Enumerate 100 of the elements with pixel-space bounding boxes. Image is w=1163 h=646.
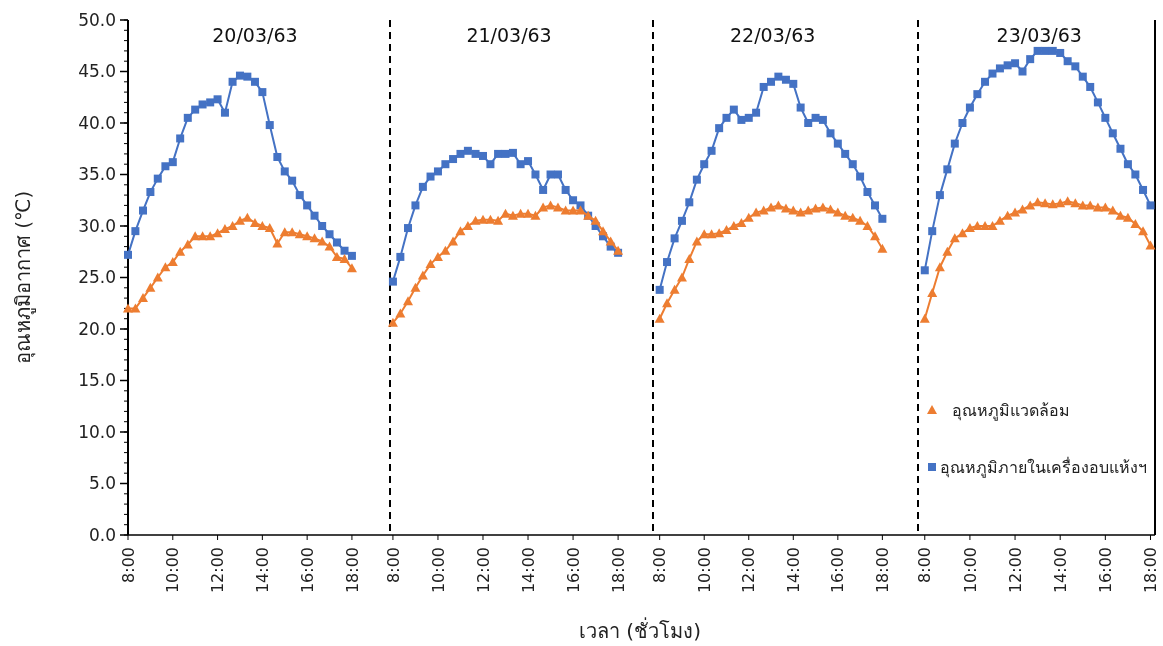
point <box>655 285 664 294</box>
point <box>965 103 974 112</box>
point <box>721 225 732 235</box>
point <box>1086 82 1095 91</box>
point <box>1017 204 1028 214</box>
point <box>670 234 679 243</box>
point <box>987 221 998 230</box>
point <box>847 212 858 222</box>
point <box>928 227 937 236</box>
point <box>795 207 806 217</box>
point <box>471 149 480 158</box>
point <box>935 191 944 200</box>
point <box>146 188 155 197</box>
x-tick-label: 12:00 <box>208 547 228 594</box>
point <box>294 229 305 239</box>
point <box>220 108 229 117</box>
point <box>531 170 540 179</box>
y-tick-label: 40.0 <box>78 112 116 133</box>
point <box>426 172 435 181</box>
point <box>1146 201 1155 210</box>
point <box>870 231 881 241</box>
y-tick-label: 50.0 <box>78 9 116 30</box>
x-tick-label: 16:00 <box>297 547 317 594</box>
chart-title: 22/03/63 <box>730 24 816 46</box>
point <box>310 211 319 220</box>
point <box>832 207 843 217</box>
point <box>1070 198 1081 208</box>
point <box>205 231 216 241</box>
point <box>825 204 836 214</box>
point <box>950 139 959 148</box>
point <box>493 215 504 225</box>
point <box>700 160 709 169</box>
point <box>691 236 702 246</box>
point <box>123 303 133 313</box>
point <box>878 214 887 223</box>
point <box>804 119 813 127</box>
point <box>410 282 421 292</box>
x-tick-label: 14:00 <box>1050 547 1070 594</box>
point <box>508 148 517 157</box>
point <box>1062 196 1073 206</box>
point <box>663 258 672 267</box>
point <box>160 262 171 272</box>
point <box>212 228 223 238</box>
point <box>1139 185 1148 194</box>
point <box>287 227 298 237</box>
point <box>981 77 990 86</box>
point <box>743 212 754 222</box>
point <box>569 196 578 205</box>
point <box>183 113 192 122</box>
point <box>848 160 857 169</box>
point <box>411 201 420 210</box>
point <box>774 72 783 81</box>
point <box>153 174 162 183</box>
point <box>605 236 616 246</box>
point <box>707 146 716 155</box>
point <box>227 221 238 230</box>
point <box>995 64 1004 73</box>
point <box>598 226 609 236</box>
legend-label: อุณหภูมิภายในเครื่องอบแห้งฯ <box>940 455 1147 478</box>
point <box>1041 46 1050 55</box>
point <box>714 228 725 238</box>
point <box>1048 46 1057 55</box>
point <box>433 167 442 176</box>
point <box>575 205 586 215</box>
point <box>699 229 710 239</box>
point <box>139 206 147 215</box>
point <box>265 121 274 130</box>
point <box>934 262 945 272</box>
point <box>871 201 880 210</box>
point <box>545 200 556 210</box>
point <box>331 251 342 261</box>
point <box>417 270 428 280</box>
point <box>441 160 450 169</box>
point <box>478 214 488 224</box>
point <box>685 198 694 207</box>
point <box>561 185 570 194</box>
x-tick-label: 16:00 <box>828 547 848 594</box>
x-tick-label: 16:00 <box>563 547 583 594</box>
point <box>767 77 776 86</box>
point <box>258 88 267 97</box>
point <box>1063 57 1072 66</box>
point <box>920 266 929 275</box>
point <box>1002 210 1013 220</box>
point <box>1122 212 1133 222</box>
point <box>1078 72 1087 81</box>
y-tick-label: 45.0 <box>78 61 116 82</box>
point <box>1056 48 1065 57</box>
point <box>395 308 406 318</box>
point <box>1138 226 1149 236</box>
point <box>130 303 141 313</box>
y-tick-label: 15.0 <box>78 370 116 391</box>
point <box>485 214 496 224</box>
point <box>206 98 215 107</box>
point <box>190 231 201 241</box>
point <box>1131 170 1140 179</box>
point <box>523 208 534 218</box>
y-tick-label: 30.0 <box>78 215 116 236</box>
point <box>470 215 481 225</box>
y-tick-label: 20.0 <box>78 318 116 339</box>
point <box>1018 67 1027 76</box>
